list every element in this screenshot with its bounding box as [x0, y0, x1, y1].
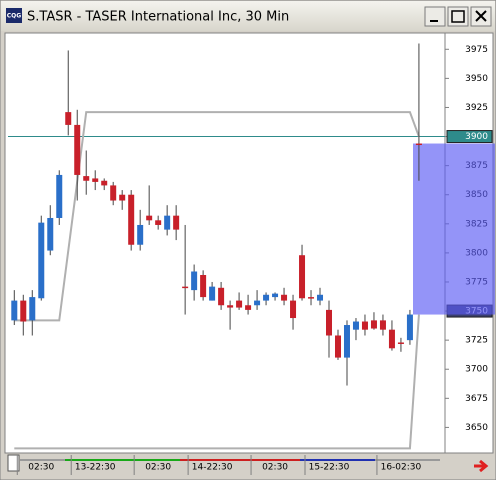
- highlight-range: [413, 143, 495, 315]
- x-tick-label: 02:30: [28, 463, 54, 473]
- y-tick-label: 3925: [465, 103, 488, 113]
- candle-body: [128, 194, 135, 245]
- y-tick-label: 3700: [465, 365, 488, 375]
- overlay-line: [14, 111, 420, 322]
- tick-highlight: [446, 130, 493, 144]
- candle-body: [200, 274, 207, 298]
- window-buttons[interactable]: [424, 6, 492, 27]
- candle-body: [191, 271, 198, 291]
- x-tick-label: 14-22:30: [192, 463, 233, 473]
- candle-body: [20, 300, 27, 322]
- candle-body: [110, 185, 117, 201]
- candle-body: [245, 305, 252, 310]
- candle-body: [56, 174, 63, 218]
- candle-body: [146, 215, 153, 221]
- title-bar: [1, 1, 495, 31]
- candle-body: [218, 287, 225, 306]
- minimize-button[interactable]: [424, 6, 446, 27]
- candle-body: [254, 300, 261, 306]
- candle-body: [119, 194, 126, 201]
- scroll-box[interactable]: [7, 454, 20, 472]
- candle-body: [406, 314, 413, 341]
- y-tick-label: 3975: [465, 45, 488, 55]
- candle-body: [352, 321, 359, 330]
- candle-body: [92, 178, 99, 182]
- candle-body: [101, 180, 108, 186]
- candle-body: [281, 294, 288, 301]
- candle-body: [263, 294, 270, 301]
- candle-body: [290, 300, 297, 319]
- plot-background: [4, 32, 494, 454]
- window-title: S.TASR - TASER International Inc, 30 Min: [27, 10, 289, 25]
- x-tick-label: 13-22:30: [75, 463, 116, 473]
- y-tick-label: 3725: [465, 336, 488, 346]
- x-tick-label: 02:30: [262, 463, 288, 473]
- candle-body: [29, 297, 36, 321]
- overlay-line: [14, 314, 420, 450]
- candle-body: [361, 321, 368, 330]
- candle-body: [343, 325, 350, 358]
- candle-body: [164, 215, 171, 230]
- candle-body: [155, 220, 162, 225]
- candle-body: [308, 297, 315, 299]
- candle-body: [83, 176, 90, 181]
- candle-body: [65, 112, 72, 125]
- candle-body: [173, 215, 180, 230]
- candle-body: [326, 309, 333, 336]
- candle-body: [379, 320, 386, 330]
- candle-body: [209, 286, 216, 301]
- close-glyph: [475, 10, 487, 22]
- y-tick-label: 3950: [465, 74, 488, 84]
- maximize-button[interactable]: [447, 6, 469, 27]
- candle-body: [47, 217, 54, 251]
- candle-body: [370, 320, 377, 329]
- scroll-arrow[interactable]: [474, 459, 489, 473]
- y-tick-label: 3675: [465, 394, 488, 404]
- candle-body: [236, 300, 243, 308]
- x-tick-label: 15-22:30: [309, 463, 350, 473]
- y-tick-label: 3900: [465, 132, 488, 142]
- candle-body: [397, 342, 404, 344]
- candle-body: [38, 222, 45, 299]
- candle-body: [74, 124, 81, 175]
- candle-body: [272, 293, 279, 298]
- x-tick-label: 02:30: [145, 463, 171, 473]
- candle-body: [11, 300, 18, 321]
- maximize-glyph: [451, 10, 465, 23]
- candle-body: [317, 294, 324, 301]
- app-icon-glyph: CQG: [7, 13, 22, 20]
- y-tick-label: 3650: [465, 423, 488, 433]
- candle-body: [182, 286, 189, 289]
- candle-body: [299, 255, 306, 299]
- app-icon: [6, 8, 22, 23]
- x-tick-label: 16-02:30: [381, 463, 422, 473]
- candle-body: [415, 143, 422, 146]
- candle-body: [227, 305, 234, 308]
- candle-body: [334, 335, 341, 358]
- candle-body: [388, 329, 395, 349]
- candle-body: [137, 224, 144, 245]
